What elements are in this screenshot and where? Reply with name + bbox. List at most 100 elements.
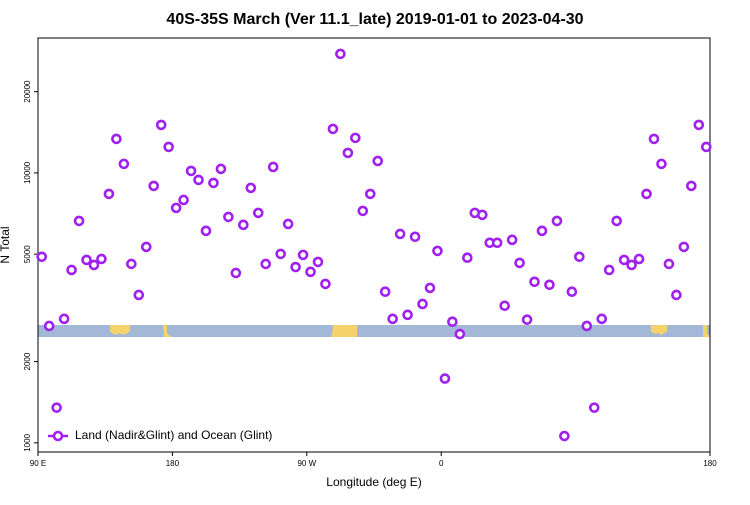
data-point [73, 215, 85, 227]
data-point [140, 241, 152, 253]
data-point [267, 161, 279, 173]
data-point [499, 300, 510, 312]
data-point [536, 225, 548, 237]
data-point [126, 258, 137, 270]
x-tick-label: 90 W [297, 459, 316, 468]
x-tick-label: 180 [166, 459, 180, 468]
data-point [521, 314, 533, 325]
data-point [58, 313, 70, 325]
map-strip [38, 325, 710, 337]
data-point [402, 309, 413, 321]
data-point [238, 219, 249, 231]
data-point [245, 182, 257, 194]
data-point [693, 119, 705, 131]
data-point [648, 133, 660, 145]
data-point [185, 165, 197, 177]
y-tick-label: 20000 [23, 80, 32, 103]
land [110, 325, 130, 335]
data-point [155, 119, 167, 131]
data-point [66, 264, 77, 276]
x-tick-label: 90 E [30, 459, 46, 468]
data-point [208, 177, 219, 189]
data-point [111, 133, 122, 145]
data-point [432, 245, 443, 257]
data-point [335, 48, 346, 60]
data-point [364, 188, 376, 200]
data-point [342, 147, 354, 159]
data-point [394, 228, 406, 240]
data-point [36, 251, 48, 263]
data-point [596, 313, 608, 325]
data-point [506, 234, 518, 246]
data-point [514, 257, 525, 269]
data-point [275, 248, 286, 260]
data-point [574, 251, 585, 263]
land [651, 325, 667, 335]
data-point [305, 266, 316, 278]
data-point [409, 231, 421, 243]
data-point [230, 267, 242, 279]
data-point [163, 141, 174, 153]
data-point [178, 194, 189, 206]
data-point [633, 253, 645, 265]
data-point [372, 155, 384, 167]
y-tick-label: 5000 [23, 245, 32, 263]
data-point [656, 158, 667, 170]
data-point [439, 373, 451, 384]
data-point [290, 261, 301, 273]
data-point [327, 123, 339, 135]
data-point [51, 402, 62, 413]
data-point [447, 316, 458, 328]
data-point [118, 158, 130, 170]
data-point [544, 279, 555, 291]
data-point [417, 298, 428, 310]
legend-marker [52, 430, 64, 442]
land [703, 325, 710, 337]
land [331, 325, 357, 337]
data-point [424, 282, 436, 294]
land [163, 325, 171, 337]
data-point [626, 259, 637, 271]
data-point [357, 205, 369, 217]
data-point [96, 253, 107, 265]
chart-title: 40S-35S March (Ver 11.1_late) 2019-01-01… [166, 11, 583, 28]
data-point [148, 180, 160, 192]
y-tick-label: 1000 [23, 433, 32, 451]
data-point [43, 320, 55, 332]
data-point [200, 225, 212, 237]
data-point [462, 252, 473, 264]
data-point [588, 402, 600, 413]
y-axis-label: N Total [0, 226, 12, 263]
data-point [88, 259, 100, 271]
data-point [700, 141, 712, 153]
data-point [193, 174, 204, 186]
ocean-band [38, 325, 710, 337]
data-point [215, 163, 227, 175]
x-tick-label: 0 [439, 459, 444, 468]
data-point [559, 430, 570, 442]
plot-frame [37, 37, 711, 453]
data-point [603, 264, 615, 276]
data-point [566, 286, 578, 298]
data-point [103, 188, 115, 200]
x-axis-label: Longitude (deg E) [326, 475, 421, 489]
data-point [529, 276, 540, 288]
y-tick-label: 10000 [23, 161, 32, 184]
data-point [686, 180, 697, 192]
y-tick-label: 2000 [23, 352, 32, 370]
data-point [454, 328, 466, 340]
data-point [223, 211, 234, 223]
data-point [476, 209, 488, 221]
data-point [350, 132, 361, 144]
data-point [551, 215, 563, 227]
data-point [663, 258, 675, 270]
x-tick-label: 180 [703, 459, 717, 468]
data-point [671, 289, 682, 301]
data-point [81, 254, 92, 266]
data-point [170, 202, 182, 214]
data-point [312, 256, 324, 268]
data-point [320, 278, 331, 290]
data-point [297, 249, 309, 261]
